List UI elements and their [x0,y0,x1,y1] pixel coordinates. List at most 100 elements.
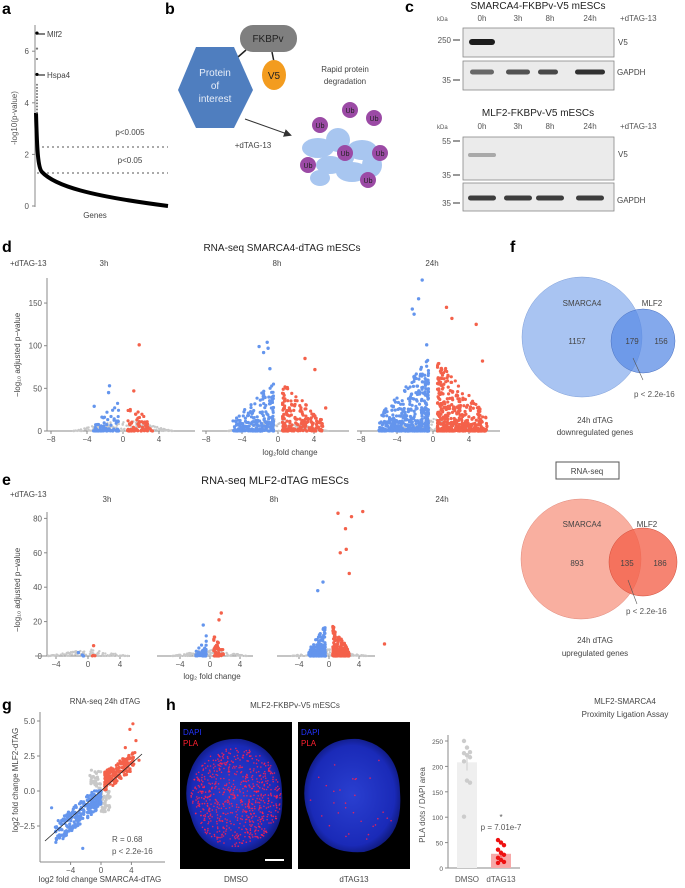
point-outlier [266,346,270,350]
pla-dot [241,842,244,845]
pla-dot [225,750,228,752]
pla-dot [224,784,226,787]
point-outlier [137,758,141,762]
pla-dot [235,842,238,844]
point-up [477,419,481,424]
pla-dot [223,805,225,808]
point-down [58,821,62,825]
point-outlier [131,722,135,726]
point-up [280,391,285,395]
point-up [298,417,302,421]
point-down [77,816,81,820]
point-down [270,390,274,394]
point-down [396,407,400,411]
point-down [231,419,235,423]
point-up [150,429,155,433]
pla-dot [261,817,264,820]
point-outlier [219,611,223,615]
pla-dot [218,818,221,820]
point-up [456,418,461,423]
point-up [440,417,444,421]
x-tick-label: −8 [46,435,56,444]
pla-dot [244,777,247,780]
point-down [60,828,64,832]
point-down [400,420,404,424]
point-up [451,407,455,411]
pla-dot [262,835,265,837]
pla-dot [247,816,249,819]
pla-dot [276,789,278,792]
point-up [445,397,449,401]
point-down [423,376,427,381]
data-point [495,837,501,843]
point-up [283,423,287,427]
point-ns [63,653,66,656]
data-point [461,738,467,744]
point-ns [170,429,174,433]
kda-label: kDa [437,125,448,131]
pla-dot [277,811,279,813]
point-up [455,421,459,425]
y-axis-label: −log₁₀ adjusted p−value [13,547,22,632]
point-ns [327,653,330,656]
point-down [424,386,428,391]
pla-dot [239,765,241,767]
point-outlier [107,384,112,388]
venn-caption: 24h dTAG [577,636,613,645]
point-down [400,399,404,403]
pla-dot [274,809,277,812]
point-up [344,644,348,648]
point-up [281,387,285,391]
point-up [289,409,293,413]
pla-dot [272,780,274,783]
point-down [98,799,102,804]
pla-dot [222,793,224,796]
pla-dot [248,805,250,808]
point-ns [82,651,85,654]
pla-dot [249,812,252,815]
point-down [312,651,317,655]
pla-dot [275,804,278,807]
venn-circle-mlf2-up [608,527,678,597]
point-ns [176,654,179,657]
pla-dot [255,771,258,774]
image-label: dTAG13 [339,875,369,884]
point-down [393,408,397,412]
pla-dot [210,794,212,796]
pla-dot [211,776,213,779]
ubiquitin-icon [366,110,382,126]
pla-dot [230,785,233,788]
lane-label: 24h [583,122,596,131]
pla-dot [267,786,269,788]
pla-dot [260,823,263,825]
point-down [232,425,237,429]
point-down [254,429,258,433]
point-down [115,401,120,406]
pla-dot [222,803,225,806]
point-up [284,386,288,390]
point-outlier [324,406,328,410]
pla-dot [213,835,216,837]
pla-dot [209,813,212,815]
point-up [480,426,485,430]
point-outlier [313,367,317,372]
pla-dot [228,782,231,784]
p-value: p < 2.2e-16 [112,847,153,856]
pla-dot [265,780,267,782]
point-outlier [128,727,132,732]
bar-dmso [457,762,477,868]
point-down [264,403,268,407]
pla-dot [218,769,221,771]
pla-dot [252,770,255,772]
pla-dot [256,766,259,768]
lane-label: 8h [546,122,555,131]
point-down [241,422,245,426]
pla-dot [225,807,227,810]
pla-dot [197,779,199,781]
point-down [252,415,256,420]
point-up [126,419,130,423]
point-down [271,408,275,413]
pla-dot [224,801,226,803]
pla-dot [278,787,281,790]
point-down [426,397,430,401]
